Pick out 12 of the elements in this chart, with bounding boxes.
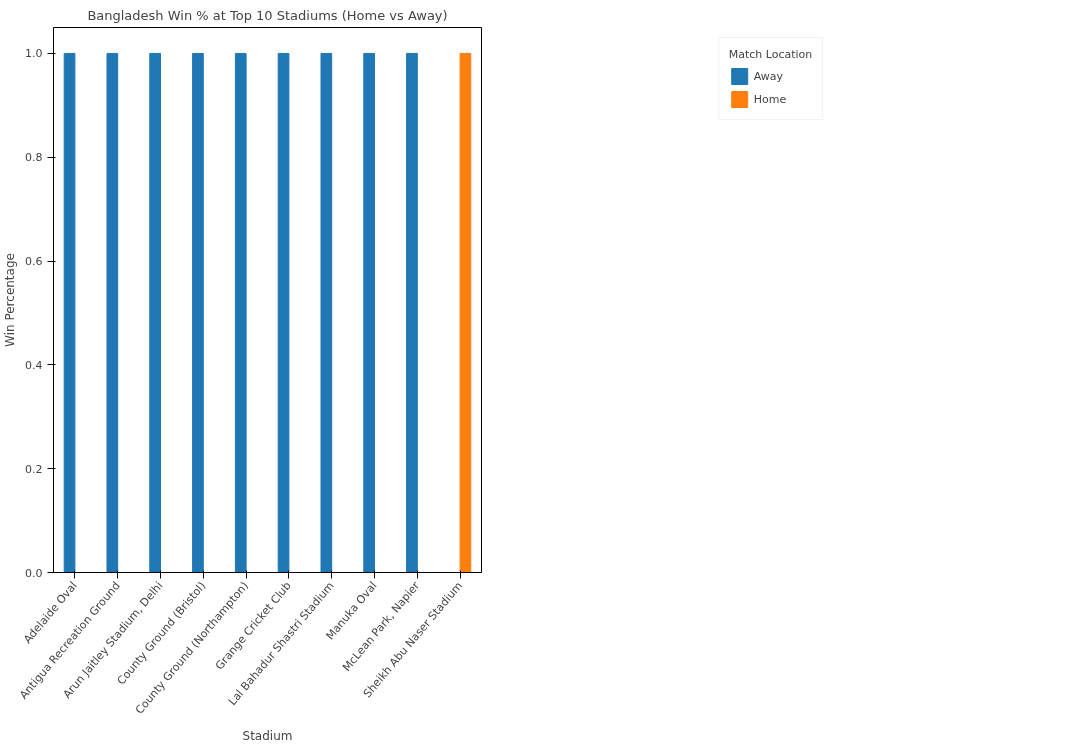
legend-label: Home (753, 92, 787, 106)
y-tick-label: 1.0 (25, 47, 43, 61)
y-tick-label: 0.8 (25, 151, 43, 165)
y-tick-label: 0.6 (25, 255, 43, 269)
legend-title: Match Location (728, 48, 813, 61)
chart-title: Bangladesh Win % at Top 10 Stadiums (Home vs Away) (87, 7, 448, 23)
y-tick-label: 0.4 (25, 358, 43, 372)
y-tick-label: 0.0 (25, 566, 43, 580)
legend-label: Away (753, 69, 784, 83)
x-axis-title: Stadium (242, 728, 293, 743)
y-axis-title: Win Percentage (3, 253, 18, 347)
y-tick-label: 0.2 (25, 462, 43, 476)
